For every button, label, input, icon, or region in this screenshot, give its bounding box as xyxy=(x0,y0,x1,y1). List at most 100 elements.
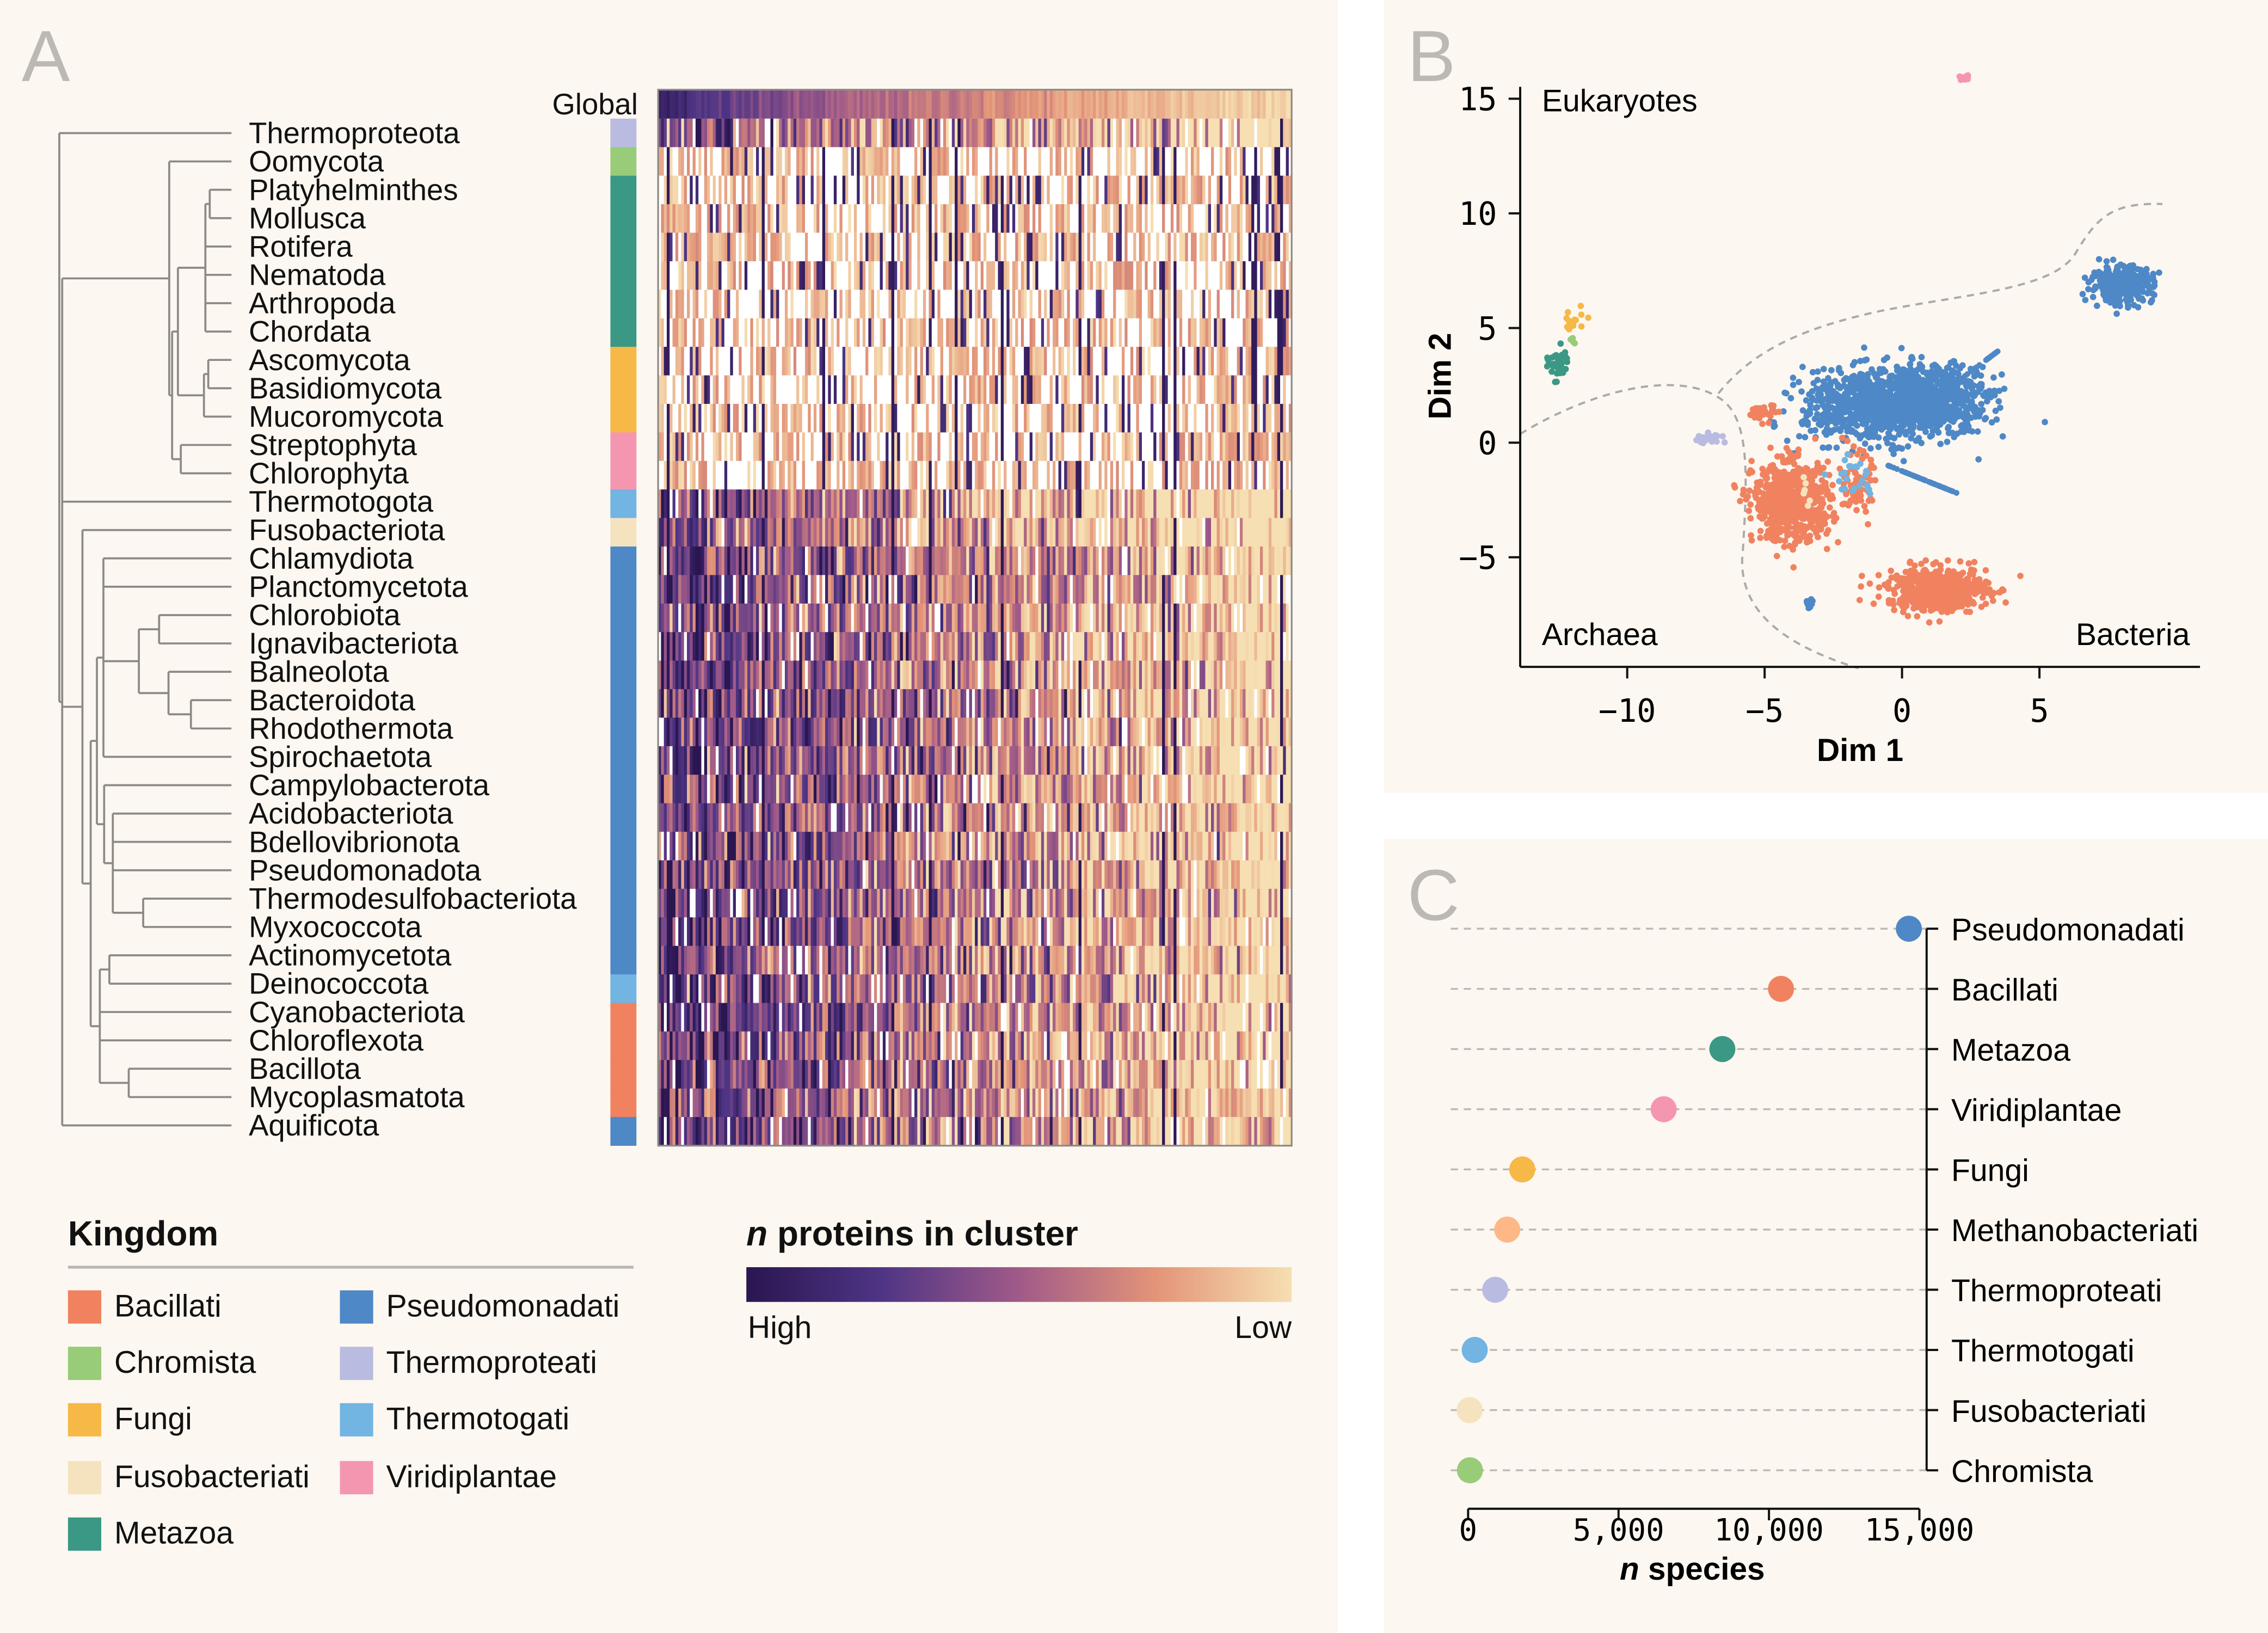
heatmap-cell xyxy=(926,290,930,319)
heatmap-cell xyxy=(802,547,806,575)
heatmap-cell xyxy=(1087,403,1091,433)
heatmap-cell xyxy=(1239,347,1244,376)
heatmap-cell xyxy=(1055,547,1059,575)
heatmap-cell xyxy=(992,375,995,404)
heatmap-cell xyxy=(1015,547,1019,575)
heatmap-cell xyxy=(1190,518,1195,547)
heatmap-cell xyxy=(1012,147,1016,176)
heatmap-cell xyxy=(986,347,990,376)
heatmap-cell xyxy=(1243,147,1246,176)
heatmap-cell xyxy=(1228,175,1232,205)
heatmap-cell xyxy=(865,89,869,119)
heatmap-cell xyxy=(692,518,696,547)
heatmap-cell xyxy=(1055,175,1059,205)
heatmap-cell xyxy=(1139,489,1142,519)
heatmap-cell xyxy=(658,147,662,176)
heatmap-cell xyxy=(1188,689,1191,718)
heatmap-cell xyxy=(1216,175,1220,205)
heatmap-cell xyxy=(995,632,999,661)
heatmap-cell xyxy=(744,204,748,234)
heatmap-cell xyxy=(888,290,892,319)
heatmap-cell xyxy=(793,261,797,290)
heatmap-cell xyxy=(1018,660,1022,690)
heatmap-cell xyxy=(1219,660,1223,690)
heatmap-cell xyxy=(669,89,673,119)
heatmap-cell xyxy=(1265,660,1269,690)
heatmap-cell xyxy=(1173,489,1177,519)
heatmap-cell xyxy=(842,689,846,718)
heatmap-cell xyxy=(1205,147,1209,176)
heatmap-cell xyxy=(759,375,763,404)
heatmap-cell xyxy=(1208,632,1212,661)
heatmap-cell xyxy=(894,461,898,490)
heatmap-cell xyxy=(695,575,699,604)
heatmap-cell xyxy=(779,118,783,148)
heatmap-cell xyxy=(1096,603,1099,633)
kingdom-color-bar-segment xyxy=(610,1060,637,1089)
heatmap-cell xyxy=(1113,232,1117,262)
heatmap-cell xyxy=(937,575,941,604)
heatmap-cell xyxy=(992,575,995,604)
heatmap-cell xyxy=(1113,290,1117,319)
heatmap-cell xyxy=(813,118,817,148)
heatmap-cell xyxy=(784,632,789,661)
heatmap-cell xyxy=(712,403,716,433)
heatmap-cell xyxy=(1153,632,1157,661)
heatmap-cell xyxy=(1251,89,1255,119)
heatmap-cell xyxy=(1199,118,1203,148)
heatmap-cell xyxy=(1096,461,1099,490)
heatmap-cell xyxy=(669,375,673,404)
heatmap-cell xyxy=(1162,547,1166,575)
heatmap-cell xyxy=(951,689,955,718)
heatmap-cell xyxy=(917,632,921,661)
heatmap-cell xyxy=(1070,375,1073,404)
heatmap-cell xyxy=(1130,518,1134,547)
heatmap-cell xyxy=(1055,232,1059,262)
heatmap-cell xyxy=(1084,147,1088,176)
heatmap-cell xyxy=(957,204,961,234)
heatmap-cell xyxy=(741,632,745,661)
heatmap-cell xyxy=(1012,118,1016,148)
heatmap-cell xyxy=(978,375,981,404)
heatmap-cell xyxy=(669,261,673,290)
heatmap-cell xyxy=(1139,632,1142,661)
heatmap-cell xyxy=(1205,375,1209,404)
heatmap-cell xyxy=(848,147,852,176)
heatmap-cell xyxy=(773,461,777,490)
heatmap-cell xyxy=(865,518,869,547)
heatmap-cell xyxy=(1090,632,1093,661)
heatmap-cell xyxy=(1021,118,1024,148)
heatmap-cell xyxy=(770,461,774,490)
heatmap-cell xyxy=(914,632,918,661)
heatmap-cell xyxy=(701,89,705,119)
heatmap-cell xyxy=(678,489,682,519)
heatmap-cell xyxy=(929,575,932,604)
heatmap-cell xyxy=(1133,204,1137,234)
heatmap-cell xyxy=(788,318,791,347)
heatmap-cell xyxy=(914,432,918,462)
heatmap-cell xyxy=(1073,547,1077,575)
heatmap-cell xyxy=(712,432,716,462)
heatmap-cell xyxy=(833,689,837,718)
heatmap-cell xyxy=(1237,547,1240,575)
heatmap-cell xyxy=(842,547,846,575)
phylum-label: Ignavibacteriota xyxy=(249,627,458,660)
heatmap-cell xyxy=(1058,432,1062,462)
heatmap-cell xyxy=(1127,432,1131,462)
heatmap-cell xyxy=(779,689,783,718)
heatmap-cell xyxy=(851,489,855,519)
heatmap-cell xyxy=(1006,603,1010,633)
heatmap-cell xyxy=(1024,347,1028,376)
heatmap-cell xyxy=(894,347,898,376)
heatmap-cell xyxy=(1101,403,1105,433)
heatmap-cell xyxy=(782,232,785,262)
heatmap-cell xyxy=(1167,689,1171,718)
heatmap-cell xyxy=(1234,403,1238,433)
heatmap-cell xyxy=(848,461,852,490)
heatmap-cell xyxy=(1035,689,1039,718)
heatmap-cell xyxy=(877,175,881,205)
heatmap-cell xyxy=(1032,518,1036,547)
heatmap-cell xyxy=(710,347,714,376)
heatmap-cell xyxy=(957,689,961,718)
heatmap-cell xyxy=(1237,89,1240,119)
